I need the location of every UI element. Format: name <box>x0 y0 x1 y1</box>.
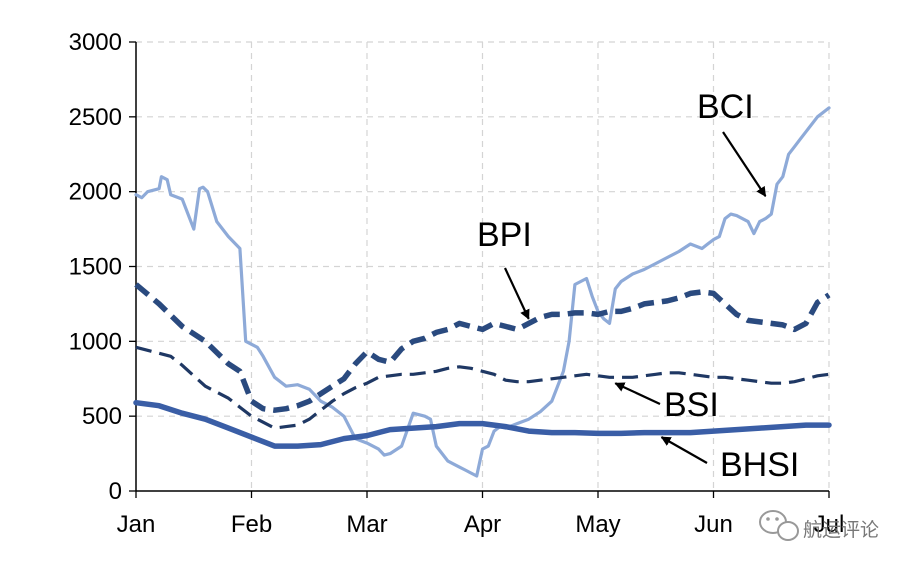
y-tick-label: 0 <box>109 478 122 505</box>
x-tick-label: Jul <box>814 511 845 538</box>
y-tick-label: 2500 <box>69 104 122 131</box>
x-tick-label: Jun <box>694 511 733 538</box>
x-tick-label: May <box>575 511 620 538</box>
y-tick-label: 500 <box>82 403 122 430</box>
axes <box>129 41 830 498</box>
series-label-bsi: BSI <box>664 386 719 424</box>
annotation-arrow-bpi <box>504 267 530 320</box>
tick-labels: 0 500 1000 1500 2000 2500 3000 Jan Feb Mar Apr May J… <box>69 29 845 538</box>
series-label-bpi: BPI <box>477 216 532 254</box>
annotation-arrow-bci <box>722 131 767 197</box>
annotation-arrow-bsi <box>614 382 661 405</box>
grid-lines <box>136 41 830 491</box>
x-tick-label: Apr <box>464 511 501 538</box>
series-group <box>133 106 832 478</box>
annotation-arrow-bhsi <box>660 436 708 464</box>
series-line-bsi <box>135 345 830 430</box>
watermark-text: 航运评论 <box>803 519 879 541</box>
wechat-icon <box>759 510 799 541</box>
series-line-bhsi <box>133 399 832 449</box>
series-label-bci: BCI <box>697 88 754 126</box>
y-tick-label: 2000 <box>69 179 122 206</box>
watermark: 航运评论 <box>759 510 879 541</box>
series-line-bci <box>134 106 831 478</box>
x-tick-label: Mar <box>346 511 387 538</box>
y-tick-label: 1000 <box>69 328 122 355</box>
y-tick-label: 1500 <box>69 254 122 281</box>
series-line-bpi <box>134 282 831 413</box>
series-label-bhsi: BHSI <box>720 446 799 484</box>
y-tick-label: 3000 <box>69 29 122 56</box>
x-tick-label: Jan <box>117 511 156 538</box>
x-tick-label: Feb <box>231 511 272 538</box>
